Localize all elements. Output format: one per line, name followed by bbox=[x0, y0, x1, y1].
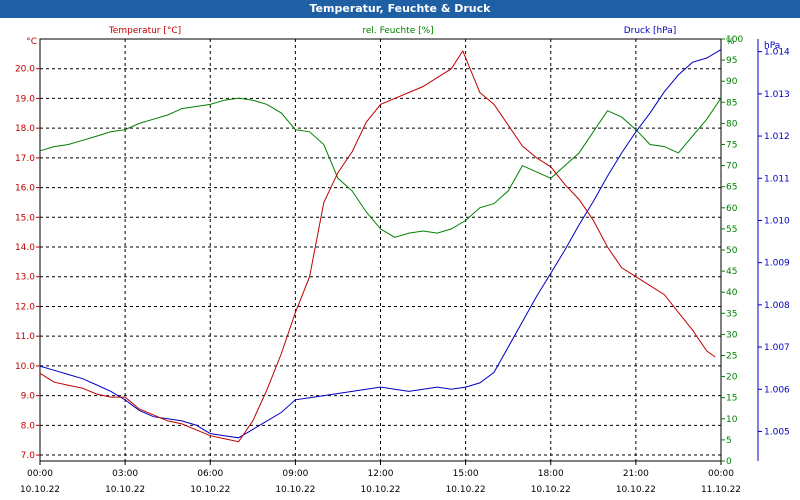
chart-area: 00:00 10.10.22 03:00 10.10.22 06:00 10.10.22 0… bbox=[15, 26, 790, 495]
humidity-tick-label: 100 bbox=[726, 35, 743, 45]
x-tick-label-date: 10.10.22 bbox=[360, 485, 400, 495]
pressure-tick-label: 1.006 bbox=[764, 385, 790, 395]
x-tick-label-date: 10.10.22 bbox=[531, 485, 571, 495]
humidity-tick-label: 75 bbox=[726, 141, 737, 151]
temperature-tick-label: 11.0 bbox=[15, 332, 35, 342]
x-tick-label-time: 00:00 bbox=[27, 469, 53, 479]
humidity-tick-label: 90 bbox=[726, 77, 738, 87]
pressure-tick-label: 1.014 bbox=[764, 48, 790, 58]
temperature-tick-label: 17.0 bbox=[15, 154, 35, 164]
humidity-tick-label: 40 bbox=[726, 288, 738, 298]
temperature-tick-label: 20.0 bbox=[15, 65, 35, 75]
pressure-unit-label: hPa bbox=[764, 41, 780, 51]
humidity-tick-label: 55 bbox=[726, 225, 737, 235]
humidity-tick-label: 0 bbox=[726, 457, 732, 467]
humidity-tick-label: 65 bbox=[726, 183, 737, 193]
pressure-tick-label: 1.009 bbox=[764, 259, 790, 269]
humidity-tick-label: 30 bbox=[726, 330, 738, 340]
humidity-tick-label: 10 bbox=[726, 415, 738, 425]
temperature-tick-label: 13.0 bbox=[15, 273, 35, 283]
chart-title: Temperatur, Feuchte & Druck bbox=[0, 0, 800, 18]
pressure-tick-label: 1.010 bbox=[764, 216, 790, 226]
humidity-tick-label: 5 bbox=[726, 436, 732, 446]
series-line-temperature bbox=[39, 49, 716, 443]
x-tick-label-time: 18:00 bbox=[538, 469, 564, 479]
humidity-tick-label: 80 bbox=[726, 119, 738, 129]
series-line-pressure bbox=[39, 49, 722, 439]
temperature-tick-label: 10.0 bbox=[15, 362, 35, 372]
pressure-tick-label: 1.008 bbox=[764, 301, 790, 311]
x-tick-label-time: 06:00 bbox=[197, 469, 223, 479]
legend-pressure: Druck [hPa] bbox=[624, 26, 677, 36]
series-line-humidity bbox=[39, 97, 722, 238]
temperature-tick-label: 19.0 bbox=[15, 94, 35, 104]
x-tick-label-time: 12:00 bbox=[368, 469, 394, 479]
pressure-tick-label: 1.011 bbox=[764, 174, 790, 184]
humidity-tick-label: 35 bbox=[726, 309, 737, 319]
humidity-tick-label: 25 bbox=[726, 352, 737, 362]
x-tick-label-time: 21:00 bbox=[623, 469, 649, 479]
pressure-tick-label: 1.012 bbox=[764, 132, 790, 142]
legend-humidity: rel. Feuchte [%] bbox=[362, 26, 433, 36]
humidity-tick-label: 20 bbox=[726, 373, 738, 383]
humidity-tick-label: 85 bbox=[726, 98, 737, 108]
x-tick-label-date: 10.10.22 bbox=[105, 485, 145, 495]
legend-temperature: Temperatur [°C] bbox=[108, 26, 181, 36]
temperature-tick-label: 7.0 bbox=[21, 451, 36, 461]
humidity-tick-label: 70 bbox=[726, 162, 738, 172]
temperature-tick-label: 12.0 bbox=[15, 302, 35, 312]
x-tick-label-date: 10.10.22 bbox=[446, 485, 486, 495]
temperature-tick-label: 15.0 bbox=[15, 213, 35, 223]
x-tick-label-time: 00:00 bbox=[708, 469, 734, 479]
pressure-tick-label: 1.007 bbox=[764, 343, 790, 353]
humidity-tick-label: 15 bbox=[726, 394, 737, 404]
x-tick-label-time: 09:00 bbox=[282, 469, 308, 479]
x-tick-label-date: 10.10.22 bbox=[20, 485, 60, 495]
x-tick-label-date: 11.10.22 bbox=[701, 485, 741, 495]
x-tick-label-time: 03:00 bbox=[112, 469, 138, 479]
x-tick-label-date: 10.10.22 bbox=[190, 485, 230, 495]
temperature-tick-label: 9.0 bbox=[21, 392, 36, 402]
pressure-tick-label: 1.013 bbox=[764, 90, 790, 100]
temperature-tick-label: 8.0 bbox=[21, 421, 36, 431]
x-tick-label-date: 10.10.22 bbox=[275, 485, 315, 495]
temperature-tick-label: 14.0 bbox=[15, 243, 35, 253]
temperature-tick-label: 18.0 bbox=[15, 124, 35, 134]
pressure-tick-label: 1.005 bbox=[764, 427, 790, 437]
temperature-unit-label: °C bbox=[26, 37, 37, 47]
x-tick-label-date: 10.10.22 bbox=[616, 485, 656, 495]
humidity-tick-label: 95 bbox=[726, 56, 737, 66]
humidity-tick-label: 60 bbox=[726, 204, 738, 214]
humidity-tick-label: 50 bbox=[726, 246, 738, 256]
temperature-tick-label: 16.0 bbox=[15, 184, 35, 194]
humidity-tick-label: 45 bbox=[726, 267, 737, 277]
humidity-unit-label: % bbox=[726, 37, 735, 47]
x-tick-label-time: 15:00 bbox=[453, 469, 479, 479]
